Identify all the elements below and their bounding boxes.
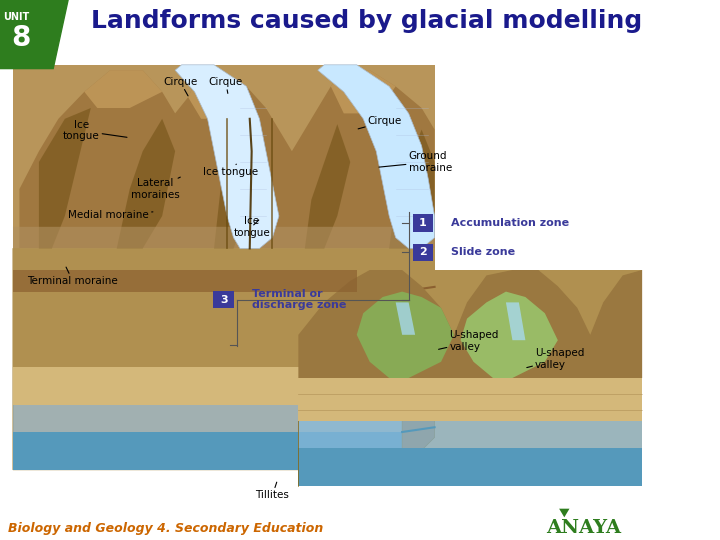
Text: 1: 1: [419, 218, 427, 228]
Text: Accumulation zone: Accumulation zone: [451, 218, 569, 228]
Text: 8: 8: [11, 24, 30, 52]
Text: Slide zone: Slide zone: [451, 247, 515, 257]
Text: Terminal or
discharge zone: Terminal or discharge zone: [252, 289, 346, 310]
Polygon shape: [13, 65, 435, 248]
Text: Medial moraine: Medial moraine: [68, 210, 153, 220]
Polygon shape: [402, 248, 435, 470]
Polygon shape: [13, 248, 435, 367]
Text: Cirque: Cirque: [358, 117, 402, 129]
Polygon shape: [117, 119, 175, 248]
Text: Tillites: Tillites: [256, 482, 289, 500]
Polygon shape: [330, 70, 396, 113]
Text: Terminal moraine: Terminal moraine: [27, 267, 118, 286]
FancyBboxPatch shape: [413, 214, 433, 232]
Polygon shape: [13, 405, 402, 432]
Polygon shape: [305, 124, 350, 248]
Text: Cirque: Cirque: [163, 77, 197, 96]
Polygon shape: [298, 270, 642, 378]
Polygon shape: [298, 448, 642, 486]
Polygon shape: [356, 292, 454, 378]
Text: U-shaped
valley: U-shaped valley: [527, 348, 585, 370]
Polygon shape: [13, 248, 435, 470]
Polygon shape: [390, 130, 435, 248]
Text: Landforms caused by glacial modelling: Landforms caused by glacial modelling: [91, 9, 642, 32]
Text: Biology and Geology 4. Secondary Education: Biology and Geology 4. Secondary Educati…: [8, 522, 323, 535]
Polygon shape: [13, 270, 356, 292]
Polygon shape: [461, 292, 558, 378]
Text: Ice tongue: Ice tongue: [203, 164, 258, 177]
Polygon shape: [84, 70, 162, 108]
Text: U-shaped
valley: U-shaped valley: [438, 330, 499, 352]
Polygon shape: [188, 70, 246, 119]
Polygon shape: [214, 119, 259, 248]
FancyBboxPatch shape: [213, 291, 234, 308]
Text: UNIT: UNIT: [3, 12, 30, 22]
Polygon shape: [19, 70, 435, 248]
Polygon shape: [175, 65, 279, 248]
Polygon shape: [39, 108, 91, 248]
Text: 2: 2: [419, 247, 427, 257]
Text: 3: 3: [220, 295, 228, 305]
FancyBboxPatch shape: [413, 244, 433, 261]
Polygon shape: [0, 0, 68, 69]
Polygon shape: [318, 65, 435, 248]
Polygon shape: [298, 270, 642, 378]
Text: Cirque: Cirque: [209, 77, 243, 93]
Polygon shape: [506, 302, 526, 340]
Polygon shape: [298, 378, 642, 421]
Text: Ice
tongue: Ice tongue: [63, 120, 127, 141]
Polygon shape: [396, 302, 415, 335]
Polygon shape: [13, 367, 402, 405]
Text: Ice
tongue: Ice tongue: [233, 216, 270, 238]
Polygon shape: [298, 421, 642, 448]
Text: Lateral
moraines: Lateral moraines: [131, 177, 180, 200]
Polygon shape: [13, 432, 402, 470]
Polygon shape: [298, 270, 642, 486]
Polygon shape: [559, 509, 570, 517]
Text: ANAYA: ANAYA: [546, 519, 621, 537]
Polygon shape: [13, 227, 435, 248]
Text: Ground
moraine: Ground moraine: [379, 151, 452, 173]
